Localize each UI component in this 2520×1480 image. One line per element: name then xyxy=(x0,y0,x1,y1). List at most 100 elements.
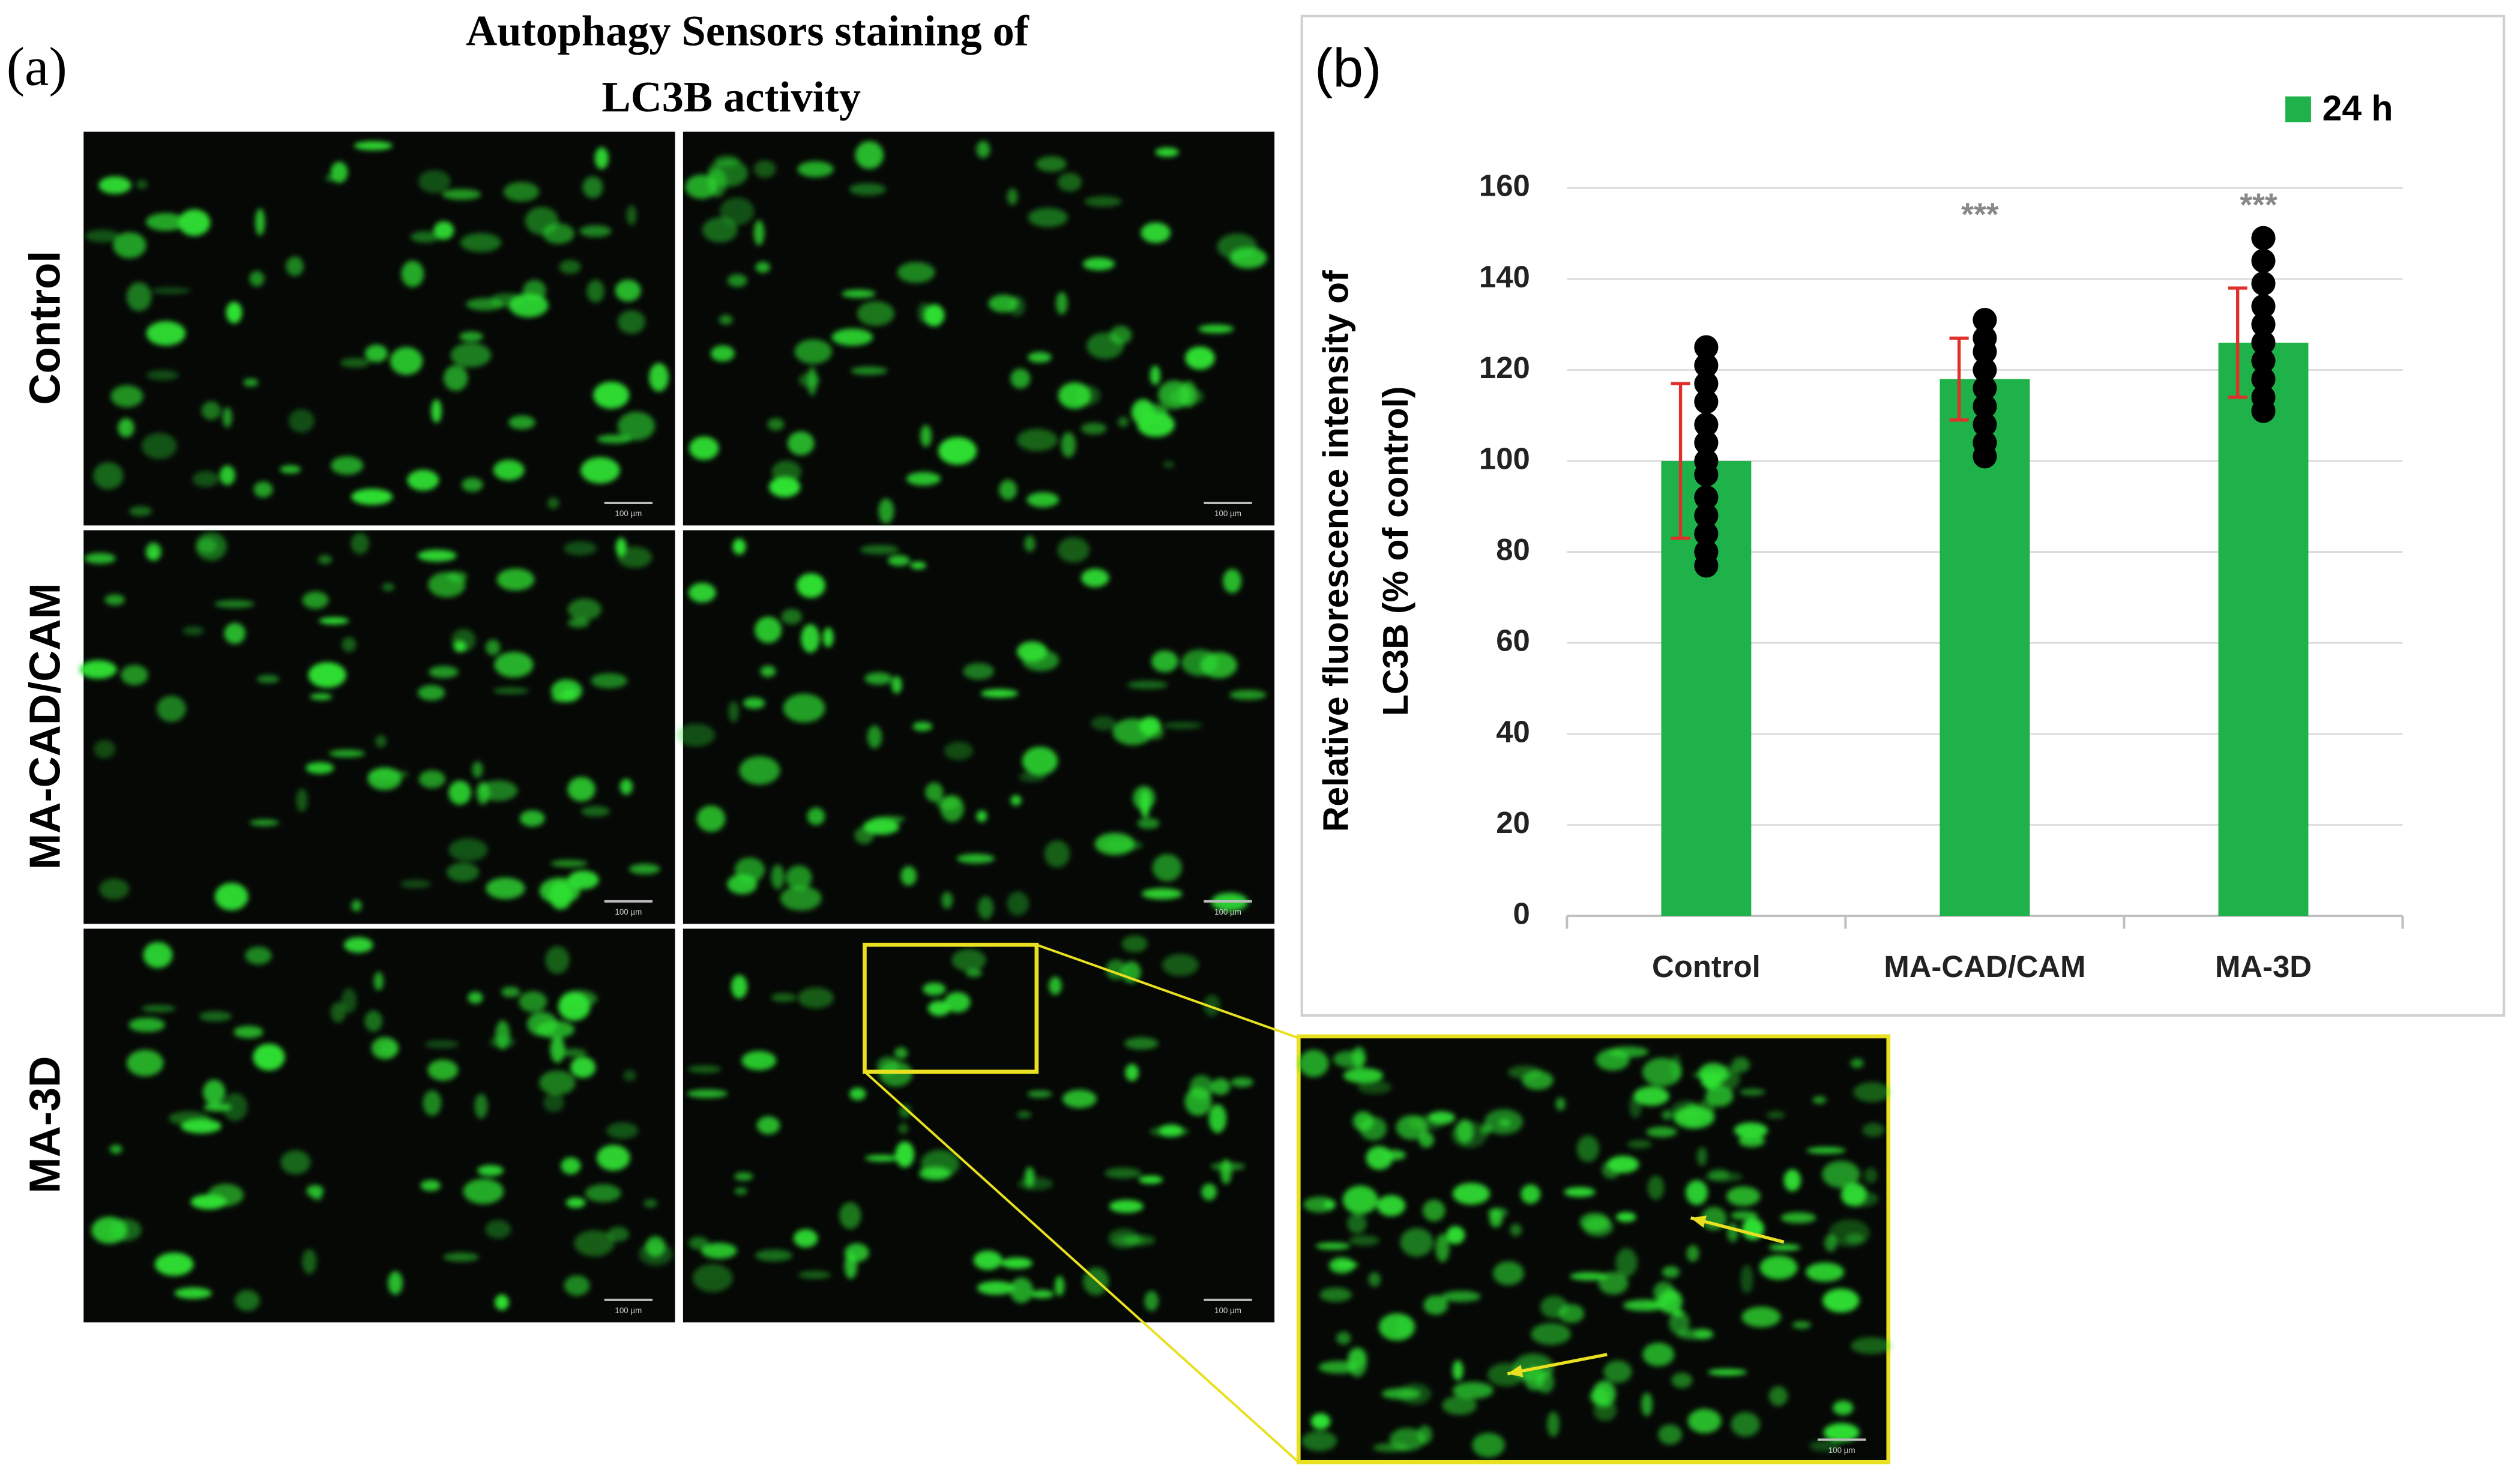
data-point xyxy=(1973,307,1997,332)
cell xyxy=(195,532,227,561)
cell xyxy=(585,1184,621,1202)
cell xyxy=(1731,1057,1750,1072)
cell xyxy=(84,553,116,564)
cell xyxy=(147,550,158,559)
data-point xyxy=(1694,540,1719,564)
cell xyxy=(607,1226,629,1242)
cell xyxy=(519,810,545,827)
cell xyxy=(1692,1071,1733,1079)
image-background xyxy=(683,131,1275,526)
cell xyxy=(447,862,480,882)
arrow xyxy=(1507,1353,1608,1376)
cell xyxy=(226,301,243,323)
cell xyxy=(1662,1266,1680,1278)
cell xyxy=(1683,1102,1702,1128)
error-bar xyxy=(1671,382,1690,540)
zoom-line xyxy=(864,1071,1300,1463)
cell xyxy=(401,260,424,287)
cell xyxy=(1145,725,1164,740)
cell xyxy=(1686,1245,1699,1262)
cell xyxy=(1396,1115,1428,1140)
cell xyxy=(1123,1235,1156,1246)
cell xyxy=(126,282,152,311)
cell xyxy=(1081,568,1109,588)
cell xyxy=(1727,1222,1738,1242)
cell xyxy=(944,741,973,760)
cell xyxy=(199,1011,232,1021)
cell xyxy=(1150,365,1161,385)
cell xyxy=(1017,429,1058,451)
data-point xyxy=(2251,226,2276,250)
zoom-line xyxy=(1036,943,1299,1039)
cell xyxy=(1435,1233,1450,1263)
cell xyxy=(755,1249,793,1262)
bar xyxy=(1940,379,2030,916)
arrow-head xyxy=(1507,1365,1524,1377)
cell xyxy=(1105,839,1144,851)
cell xyxy=(493,687,529,694)
cell xyxy=(1336,1331,1351,1345)
cell xyxy=(364,1010,382,1032)
cell xyxy=(222,1093,248,1121)
cell xyxy=(591,673,628,688)
cell xyxy=(367,767,402,790)
legend-swatch xyxy=(2285,96,2311,122)
cell xyxy=(1007,891,1029,916)
cell xyxy=(1705,1172,1743,1182)
cell xyxy=(921,1149,960,1178)
cell xyxy=(582,176,603,199)
cell xyxy=(1590,1388,1609,1406)
cell xyxy=(365,344,388,362)
cell xyxy=(1583,1217,1614,1237)
cell xyxy=(1633,1086,1669,1106)
cell xyxy=(495,1294,509,1310)
cell xyxy=(485,639,501,656)
cell xyxy=(1850,1058,1864,1068)
cell xyxy=(1658,1424,1683,1445)
cell xyxy=(1352,1111,1374,1131)
cell xyxy=(783,693,825,723)
cell xyxy=(453,640,466,652)
cell xyxy=(999,480,1017,501)
cell xyxy=(342,637,357,652)
cell xyxy=(1576,1135,1600,1163)
cell xyxy=(727,274,747,287)
cell xyxy=(420,1180,441,1191)
cell xyxy=(1049,976,1062,995)
cell xyxy=(1442,1395,1477,1415)
cell xyxy=(151,287,191,294)
cells xyxy=(79,532,660,912)
cell xyxy=(1767,1111,1785,1119)
cell xyxy=(129,506,152,516)
cell xyxy=(1137,817,1160,829)
cell xyxy=(174,1287,212,1299)
cell xyxy=(1162,954,1199,976)
cell xyxy=(1319,1287,1352,1302)
cell xyxy=(561,1157,581,1175)
cell xyxy=(253,481,273,498)
cell xyxy=(755,616,782,643)
cell xyxy=(1540,1296,1568,1319)
cell xyxy=(899,1104,911,1118)
cell xyxy=(586,280,604,303)
cell xyxy=(956,853,995,864)
cell xyxy=(249,819,279,826)
cell xyxy=(1452,1360,1463,1381)
cell xyxy=(685,174,718,199)
cell xyxy=(1671,1372,1693,1388)
cell xyxy=(1833,1400,1854,1415)
cell xyxy=(878,498,894,524)
cell xyxy=(1379,1313,1415,1341)
cell xyxy=(689,436,719,460)
cell xyxy=(574,1230,615,1257)
micrograph: 100 µm xyxy=(79,530,675,924)
cell xyxy=(1201,1184,1217,1201)
cell xyxy=(976,140,990,158)
cell xyxy=(1163,721,1202,729)
cell xyxy=(644,1199,658,1208)
cell xyxy=(1696,1147,1707,1166)
zoom-box xyxy=(863,942,1039,1074)
cell xyxy=(793,1229,818,1248)
cell xyxy=(1055,292,1068,315)
cell xyxy=(450,343,492,368)
